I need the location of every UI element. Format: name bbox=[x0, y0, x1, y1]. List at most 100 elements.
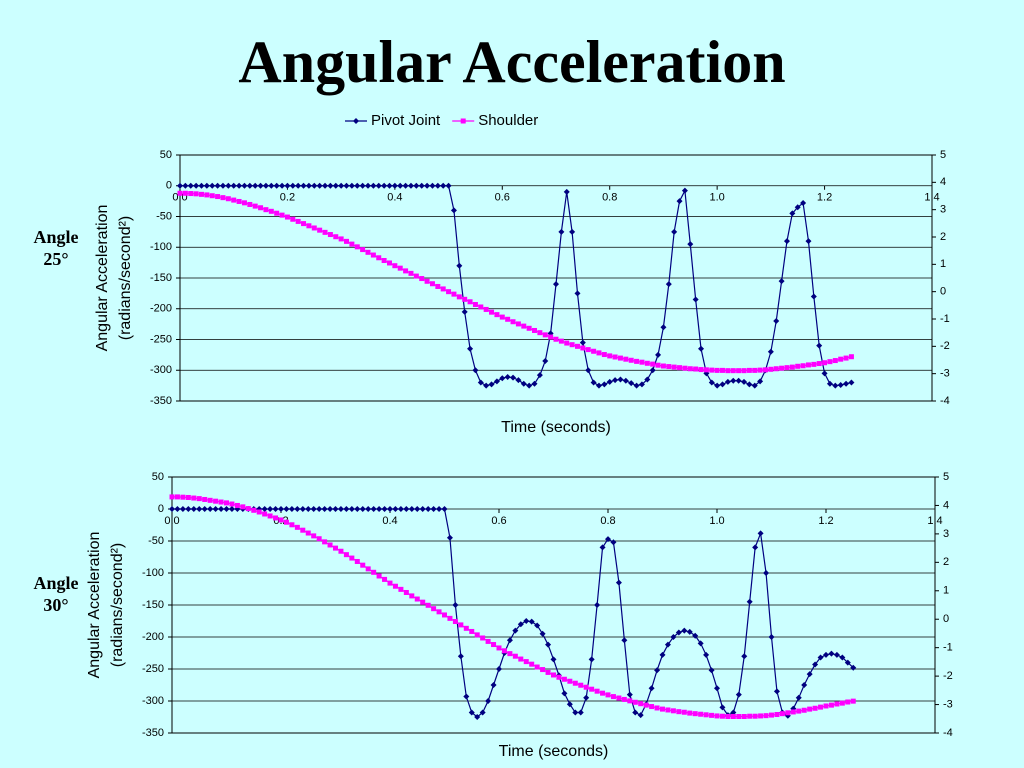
marker bbox=[218, 499, 224, 505]
marker bbox=[681, 187, 688, 194]
marker bbox=[279, 182, 286, 189]
y-tick-label: 50 bbox=[160, 149, 172, 161]
marker bbox=[322, 229, 328, 235]
marker bbox=[354, 244, 360, 250]
marker bbox=[375, 182, 382, 189]
marker bbox=[773, 318, 780, 325]
marker bbox=[632, 699, 638, 705]
marker bbox=[628, 380, 635, 387]
marker bbox=[833, 651, 840, 658]
marker bbox=[805, 362, 811, 368]
marker bbox=[272, 506, 279, 512]
marker bbox=[397, 506, 404, 512]
marker bbox=[633, 382, 640, 389]
angle-label: Angle 30° bbox=[33, 573, 79, 615]
marker bbox=[403, 506, 410, 512]
marker bbox=[773, 688, 780, 695]
marker bbox=[397, 182, 404, 189]
marker bbox=[589, 686, 595, 692]
marker bbox=[666, 364, 672, 370]
marker bbox=[365, 566, 371, 572]
marker bbox=[262, 511, 268, 517]
marker bbox=[311, 225, 317, 231]
marker bbox=[834, 701, 840, 707]
angle-label: Angle 25° bbox=[33, 227, 79, 269]
marker bbox=[606, 378, 613, 385]
marker bbox=[572, 680, 578, 686]
marker bbox=[419, 276, 425, 282]
marker bbox=[567, 678, 573, 684]
marker bbox=[365, 506, 372, 512]
marker bbox=[638, 381, 645, 388]
y2-tick-label: 5 bbox=[943, 471, 949, 483]
marker bbox=[203, 182, 210, 189]
marker bbox=[365, 249, 371, 255]
marker bbox=[714, 367, 720, 373]
y-tick-label: -100 bbox=[142, 567, 164, 579]
marker bbox=[644, 376, 651, 383]
y2-tick-label: -2 bbox=[943, 670, 953, 682]
marker bbox=[518, 656, 524, 662]
marker bbox=[540, 667, 546, 673]
marker bbox=[354, 506, 361, 512]
marker bbox=[655, 362, 661, 368]
marker bbox=[719, 381, 726, 388]
marker bbox=[703, 651, 710, 658]
y2-tick-label: -4 bbox=[943, 727, 953, 739]
marker bbox=[826, 380, 833, 387]
marker bbox=[231, 197, 237, 203]
marker bbox=[441, 506, 448, 512]
y-tick-label: -50 bbox=[148, 535, 164, 547]
marker bbox=[741, 714, 747, 720]
marker bbox=[196, 506, 203, 512]
marker bbox=[763, 570, 770, 576]
marker bbox=[234, 502, 240, 508]
marker bbox=[501, 648, 507, 654]
marker bbox=[327, 232, 333, 238]
marker bbox=[585, 367, 592, 374]
marker bbox=[687, 710, 693, 716]
marker bbox=[284, 182, 291, 189]
marker bbox=[537, 330, 543, 336]
x-tick-label: 0.0 bbox=[164, 515, 179, 527]
marker bbox=[698, 367, 704, 373]
marker bbox=[398, 586, 404, 592]
marker bbox=[505, 316, 511, 322]
marker bbox=[371, 569, 377, 575]
marker bbox=[261, 506, 268, 512]
marker bbox=[310, 506, 317, 512]
marker bbox=[821, 370, 828, 377]
marker bbox=[283, 519, 289, 525]
y2-tick-label: 1 bbox=[940, 258, 946, 270]
marker bbox=[252, 203, 258, 209]
x-tick-label: 1.0 bbox=[709, 515, 724, 527]
marker bbox=[185, 494, 191, 500]
marker bbox=[698, 711, 704, 717]
marker bbox=[515, 321, 521, 327]
marker bbox=[463, 693, 470, 700]
marker bbox=[190, 506, 197, 512]
marker bbox=[671, 364, 677, 370]
marker bbox=[392, 583, 398, 589]
marker bbox=[832, 358, 838, 364]
marker bbox=[185, 506, 192, 512]
marker bbox=[850, 698, 856, 704]
marker bbox=[420, 599, 426, 605]
marker bbox=[848, 379, 855, 386]
marker bbox=[550, 656, 557, 663]
marker bbox=[623, 356, 629, 362]
marker bbox=[193, 182, 200, 189]
marker bbox=[207, 506, 214, 512]
marker bbox=[542, 358, 549, 365]
y2-tick-label: 4 bbox=[943, 499, 949, 511]
marker bbox=[768, 366, 774, 372]
marker bbox=[424, 182, 431, 189]
marker bbox=[644, 360, 650, 366]
marker bbox=[429, 281, 435, 287]
marker bbox=[510, 374, 517, 381]
marker bbox=[494, 312, 500, 318]
marker bbox=[381, 182, 388, 189]
marker bbox=[839, 654, 846, 661]
marker bbox=[225, 182, 232, 189]
marker bbox=[583, 694, 590, 701]
